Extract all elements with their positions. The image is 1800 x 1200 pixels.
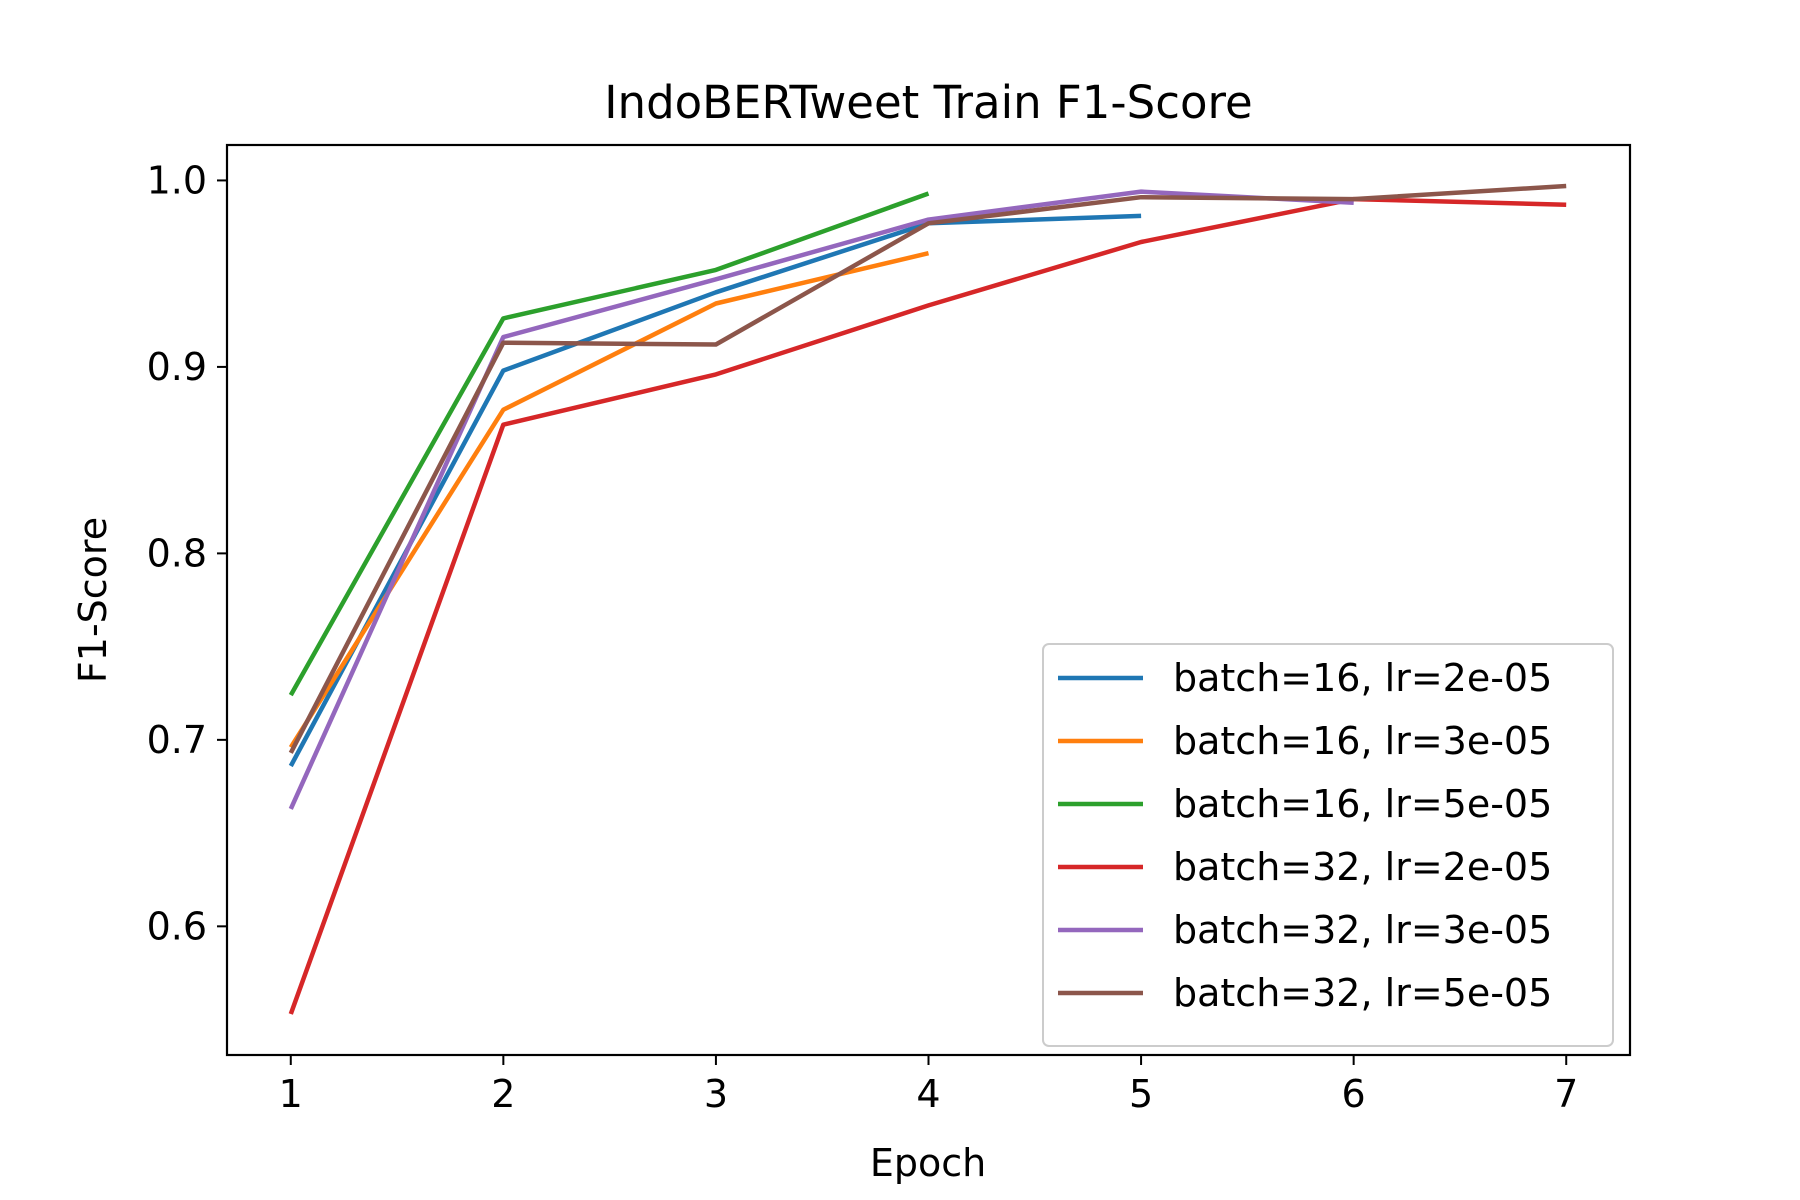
series-line-2 (288, 251, 930, 749)
legend-label: batch=16, lr=5e-05 (1173, 782, 1552, 826)
legend-label: batch=32, lr=5e-05 (1173, 971, 1552, 1015)
x-tick-label: 6 (1342, 1072, 1366, 1116)
x-tick-label: 7 (1554, 1072, 1578, 1116)
series-line-1 (288, 213, 1142, 768)
x-tick-label: 1 (279, 1072, 303, 1116)
x-tick-label: 4 (916, 1072, 940, 1116)
legend-label: batch=16, lr=2e-05 (1173, 656, 1552, 700)
y-tick-label: 0.6 (147, 904, 207, 948)
y-tick-label: 0.9 (147, 345, 207, 389)
x-tick-label: 5 (1129, 1072, 1153, 1116)
series-line-3 (288, 191, 930, 697)
legend-label: batch=32, lr=2e-05 (1173, 845, 1552, 889)
legend-label: batch=32, lr=3e-05 (1173, 908, 1552, 952)
y-tick-label: 0.7 (147, 718, 207, 762)
x-axis: 1 2 3 4 5 6 7 (279, 1055, 1578, 1116)
x-axis-title: Epoch (870, 1141, 986, 1185)
y-axis: 0.6 0.7 0.8 0.9 1.0 (147, 158, 227, 948)
series-layer (288, 183, 1567, 1015)
y-tick-label: 0.8 (147, 531, 207, 575)
x-tick-label: 2 (491, 1072, 515, 1116)
legend: batch=16, lr=2e-05 batch=16, lr=3e-05 batc… (1042, 643, 1614, 1047)
x-tick-label: 3 (704, 1072, 728, 1116)
legend-label: batch=16, lr=3e-05 (1173, 719, 1552, 763)
chart-title: IndoBERTweet Train F1-Score (604, 76, 1252, 129)
y-axis-title: F1-Score (71, 517, 115, 683)
series-line-6 (288, 183, 1567, 754)
y-tick-label: 1.0 (147, 158, 207, 202)
legend-box (1042, 643, 1614, 1047)
plot-frame (225, 143, 1632, 1057)
